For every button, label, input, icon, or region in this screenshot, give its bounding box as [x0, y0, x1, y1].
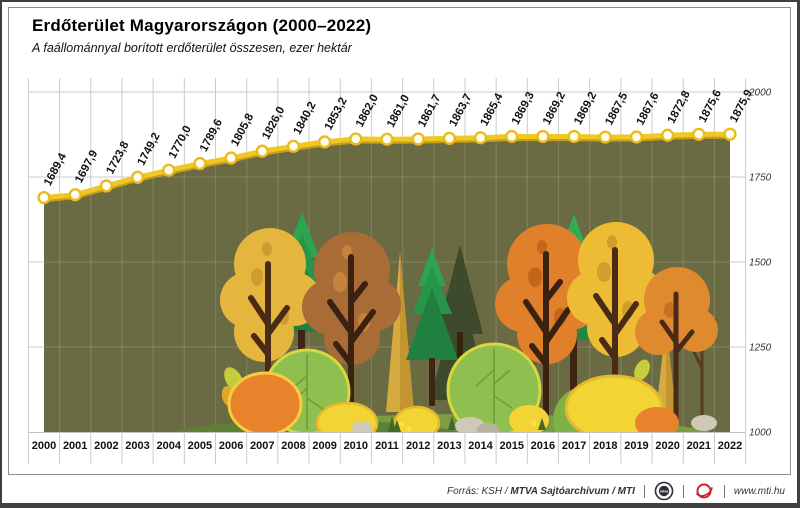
svg-text:2001: 2001 — [63, 440, 87, 452]
source-text: Forrás: KSH / MTVA Sajtóarchívum / MTI — [447, 486, 635, 497]
y-axis-labels: 2000 1750 1500 1250 1000 — [748, 88, 772, 439]
svg-text:2020: 2020 — [655, 440, 679, 452]
svg-text:2022: 2022 — [718, 440, 742, 452]
svg-text:1770,0: 1770,0 — [167, 124, 194, 161]
svg-text:1861,0: 1861,0 — [385, 93, 412, 130]
svg-text:mtva: mtva — [660, 490, 668, 494]
title-block: Erdőterület Magyarországon (2000–2022) A… — [32, 16, 371, 55]
svg-text:1862,0: 1862,0 — [354, 93, 381, 130]
svg-text:2000: 2000 — [32, 440, 56, 452]
page-subtitle: A faállománnyal borított erdőterület öss… — [32, 41, 352, 55]
svg-text:1250: 1250 — [749, 343, 772, 354]
svg-text:2006: 2006 — [219, 440, 243, 452]
svg-text:1865,4: 1865,4 — [479, 91, 506, 128]
source-bold: MTVA Sajtóarchívum / MTI — [510, 485, 635, 497]
svg-text:2016: 2016 — [531, 440, 555, 452]
svg-text:1750: 1750 — [749, 173, 772, 184]
footer-divider — [682, 484, 684, 498]
svg-text:2015: 2015 — [499, 440, 523, 452]
svg-text:1697,9: 1697,9 — [73, 148, 100, 185]
svg-text:1869,2: 1869,2 — [541, 90, 568, 127]
svg-text:1872,8: 1872,8 — [666, 88, 693, 125]
page-title: Erdőterület Magyarországon (2000–2022) — [32, 16, 372, 35]
svg-text:1853,2: 1853,2 — [323, 96, 350, 133]
mtva-logo: mtva — [654, 481, 674, 501]
svg-text:1723,8: 1723,8 — [104, 139, 131, 176]
svg-text:1863,7: 1863,7 — [447, 92, 474, 129]
svg-text:1869,3: 1869,3 — [510, 90, 537, 127]
forest-illustration — [152, 212, 727, 432]
svg-text:2012: 2012 — [406, 440, 430, 452]
svg-text:2007: 2007 — [250, 440, 274, 452]
svg-text:2010: 2010 — [344, 440, 368, 452]
svg-text:2008: 2008 — [281, 440, 305, 452]
svg-text:2009: 2009 — [312, 440, 336, 452]
svg-text:1867,5: 1867,5 — [603, 90, 630, 127]
svg-text:2018: 2018 — [593, 440, 617, 452]
svg-text:1000: 1000 — [749, 428, 772, 439]
svg-text:2005: 2005 — [188, 440, 212, 452]
svg-text:2003: 2003 — [125, 440, 149, 452]
svg-text:2014: 2014 — [468, 440, 493, 452]
svg-text:1840,2: 1840,2 — [292, 100, 319, 137]
footer-divider — [643, 484, 645, 498]
svg-text:1875,6: 1875,6 — [697, 88, 724, 125]
svg-text:1826,0: 1826,0 — [260, 105, 287, 142]
svg-text:2019: 2019 — [624, 440, 648, 452]
mti-logo — [696, 483, 713, 499]
footer: Forrás: KSH / MTVA Sajtóarchívum / MTI m… — [447, 480, 785, 502]
x-axis-labels: 2000 2001 2002 2003 2004 2005 2006 2007 2008 2009… — [32, 440, 742, 452]
svg-text:1869,2: 1869,2 — [572, 90, 599, 127]
footer-url: www.mti.hu — [733, 485, 785, 497]
svg-text:2017: 2017 — [562, 440, 586, 452]
svg-text:1805,8: 1805,8 — [229, 111, 256, 148]
footer-divider — [723, 484, 725, 498]
svg-text:1749,2: 1749,2 — [136, 131, 163, 168]
svg-text:2002: 2002 — [94, 440, 118, 452]
svg-text:2021: 2021 — [687, 440, 711, 452]
svg-text:2011: 2011 — [375, 440, 399, 452]
svg-text:1867,6: 1867,6 — [635, 91, 662, 128]
svg-text:1500: 1500 — [749, 258, 772, 269]
data-point-markers — [37, 127, 737, 205]
svg-text:1789,6: 1789,6 — [198, 117, 225, 154]
svg-text:2000: 2000 — [748, 88, 772, 99]
svg-text:2013: 2013 — [437, 440, 461, 452]
svg-text:2004: 2004 — [156, 440, 181, 452]
source-prefix: Forrás: KSH / — [447, 485, 511, 497]
svg-text:1861,7: 1861,7 — [416, 93, 443, 130]
svg-text:1689,4: 1689,4 — [42, 151, 69, 188]
